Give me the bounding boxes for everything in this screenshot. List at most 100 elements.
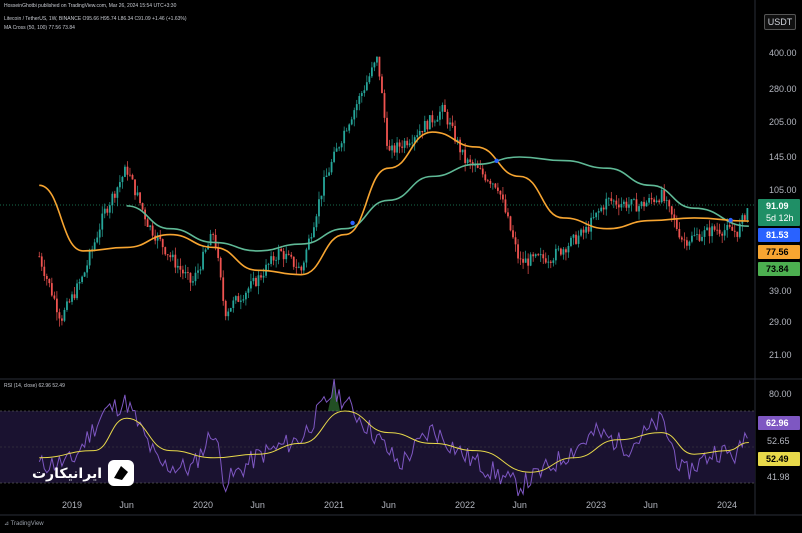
candle-body bbox=[592, 217, 595, 218]
candle-body bbox=[164, 247, 167, 255]
candle-body bbox=[577, 235, 580, 244]
candle-body bbox=[484, 174, 487, 181]
candle-body bbox=[398, 142, 401, 147]
candle-body bbox=[330, 161, 333, 173]
candle-body bbox=[113, 193, 116, 198]
rsi-value-badge bbox=[758, 416, 800, 430]
candle-body bbox=[313, 227, 315, 238]
candle-body bbox=[486, 180, 489, 182]
candle-body bbox=[43, 266, 46, 276]
candle-body bbox=[738, 223, 741, 237]
candle-body bbox=[267, 263, 270, 265]
candle-body bbox=[502, 194, 504, 200]
candle-body bbox=[703, 230, 706, 237]
candle-body bbox=[590, 217, 593, 232]
candle-body bbox=[444, 104, 446, 112]
candle-body bbox=[285, 253, 288, 260]
candle-body bbox=[202, 251, 204, 270]
candle-body bbox=[499, 190, 502, 195]
candle-body bbox=[403, 140, 406, 148]
candle-body bbox=[277, 248, 280, 260]
candle-body bbox=[98, 229, 101, 238]
candle-body bbox=[680, 237, 683, 240]
candle-body bbox=[96, 237, 99, 243]
candle-body bbox=[55, 298, 58, 313]
candle-body bbox=[650, 197, 653, 200]
rsi-upper-value: 52.65 bbox=[767, 436, 790, 446]
candle-body bbox=[187, 272, 189, 273]
ma-cross-marker bbox=[494, 158, 499, 164]
candle-body bbox=[290, 254, 293, 257]
candle-body bbox=[512, 230, 514, 238]
x-tick-label: 2019 bbox=[62, 500, 82, 510]
candle-body bbox=[174, 254, 177, 268]
candle-body bbox=[446, 111, 449, 125]
publisher-line: HosseinGhotbi published on TradingView.c… bbox=[4, 3, 177, 9]
candle-body bbox=[378, 56, 381, 77]
candle-body bbox=[635, 199, 638, 212]
candle-body bbox=[466, 159, 469, 163]
candle-body bbox=[668, 200, 671, 207]
candle-body bbox=[673, 214, 676, 220]
candle-body bbox=[260, 275, 262, 278]
candle-body bbox=[171, 254, 174, 258]
candle-body bbox=[746, 208, 749, 220]
candle-body bbox=[507, 212, 509, 217]
ma100-badge bbox=[758, 262, 800, 276]
candle-body bbox=[514, 237, 517, 245]
candle-body bbox=[121, 176, 124, 183]
candle-body bbox=[250, 281, 252, 289]
ma-cross-legend[interactable]: MA Cross (50, 100) 77.56 73.84 bbox=[4, 25, 75, 31]
candle-body bbox=[411, 142, 414, 144]
candle-body bbox=[559, 248, 562, 255]
candle-body bbox=[234, 296, 237, 301]
candle-body bbox=[474, 165, 477, 167]
rsi-legend[interactable]: RSI (14, close) 62.96 52.49 bbox=[4, 383, 65, 389]
candle-body bbox=[63, 309, 66, 321]
candle-body bbox=[310, 237, 313, 239]
candle-body bbox=[222, 277, 225, 301]
candle-body bbox=[549, 261, 552, 263]
candle-body bbox=[370, 67, 373, 77]
candle-body bbox=[552, 260, 555, 263]
candle-body bbox=[139, 192, 141, 204]
y-tick-145: 145.00 bbox=[769, 152, 797, 162]
candle-body bbox=[184, 272, 187, 274]
candle-body bbox=[685, 240, 688, 246]
candle-body bbox=[547, 261, 550, 263]
currency-button[interactable]: USDT bbox=[764, 14, 796, 30]
candle-body bbox=[280, 248, 283, 252]
x-tick-label: 2021 bbox=[324, 500, 344, 510]
candle-body bbox=[527, 258, 530, 266]
candle-body bbox=[136, 192, 139, 196]
candle-body bbox=[743, 215, 746, 220]
candle-body bbox=[176, 265, 179, 268]
crosshair-value: 81.53 bbox=[766, 230, 789, 240]
symbol-line[interactable]: Litecoin / TetherUS, 1W, BINANCE O95.66 … bbox=[4, 16, 187, 22]
x-tick-label: 2023 bbox=[586, 500, 606, 510]
candle-body bbox=[670, 206, 673, 215]
candle-body bbox=[464, 149, 467, 163]
candle-body bbox=[320, 195, 323, 200]
candle-body bbox=[76, 283, 78, 299]
candle-body bbox=[504, 199, 507, 213]
candle-body bbox=[295, 266, 298, 268]
candle-body bbox=[116, 187, 119, 198]
tradingview-footer[interactable]: ⊿ TradingView bbox=[4, 521, 44, 527]
x-tick-label: Jun bbox=[512, 500, 527, 510]
candle-body bbox=[428, 115, 431, 130]
candle-body bbox=[580, 229, 582, 236]
candle-body bbox=[340, 143, 343, 148]
candle-body bbox=[141, 203, 144, 210]
y-tick-205: 205.00 bbox=[769, 117, 797, 127]
ma-cross-markers bbox=[350, 158, 733, 226]
candle-body bbox=[255, 277, 257, 287]
candle-body bbox=[343, 130, 346, 144]
candle-body bbox=[189, 272, 192, 283]
candle-body bbox=[615, 200, 618, 205]
candle-body bbox=[567, 245, 570, 253]
candle-body bbox=[610, 198, 613, 202]
candle-body bbox=[711, 226, 713, 237]
rsi-overbought-fill bbox=[328, 382, 340, 411]
